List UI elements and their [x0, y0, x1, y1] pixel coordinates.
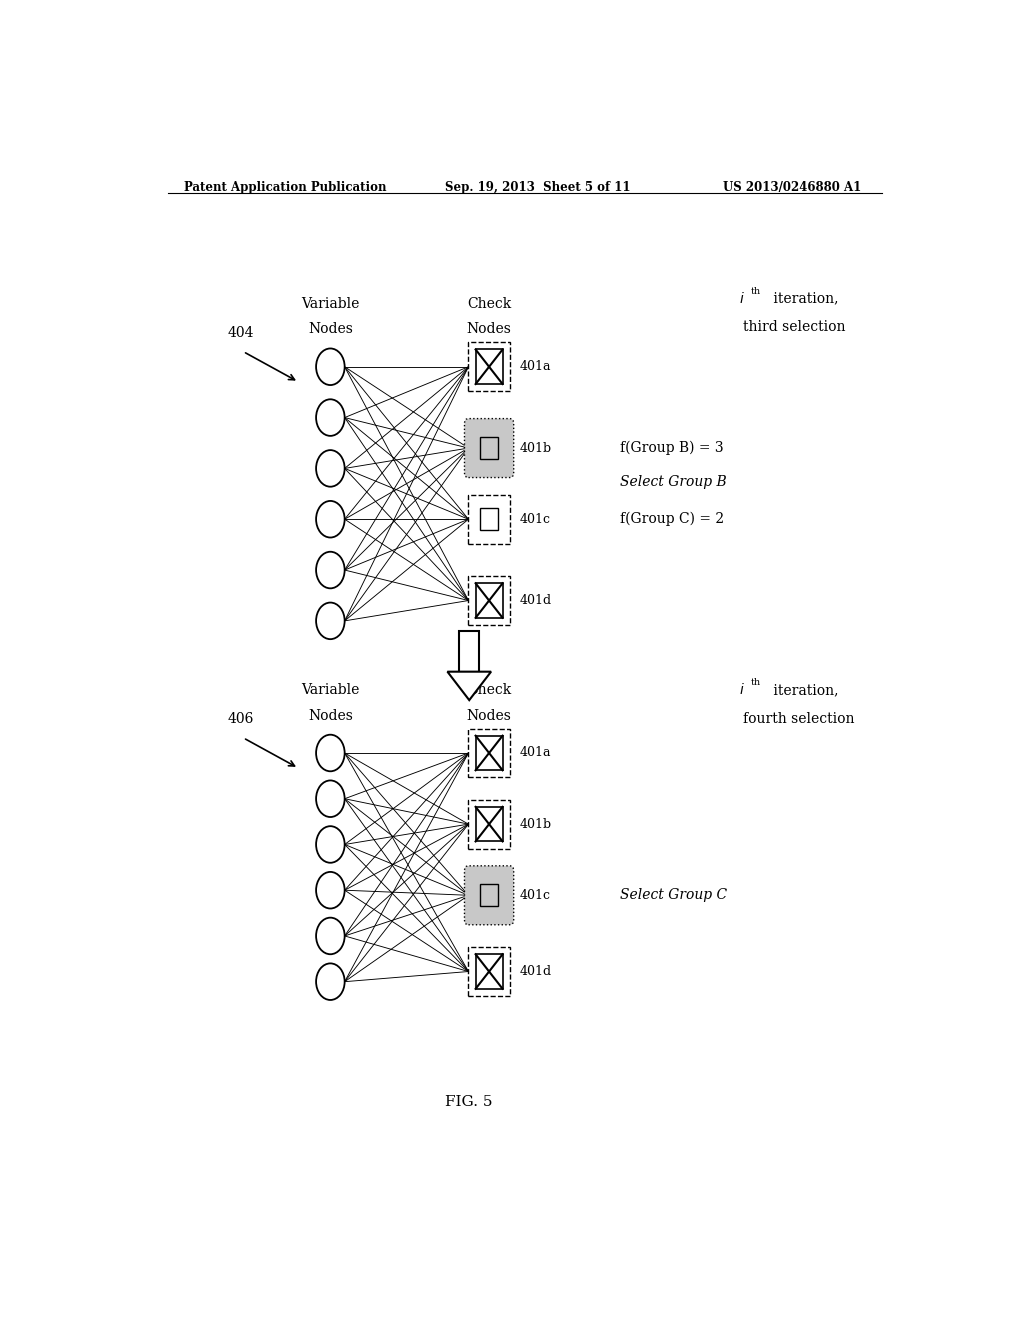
Text: f(Group C) = 2: f(Group C) = 2 [620, 512, 724, 527]
Bar [468, 576, 510, 624]
Text: 401d: 401d [519, 594, 551, 607]
Text: 406: 406 [227, 713, 254, 726]
Polygon shape [447, 672, 492, 700]
Bar [480, 437, 498, 459]
Text: 401c: 401c [519, 888, 550, 902]
Text: 401a: 401a [519, 360, 551, 374]
Bar [480, 884, 498, 907]
Bar [475, 807, 503, 841]
FancyBboxPatch shape [465, 418, 514, 478]
Text: 401c: 401c [519, 512, 550, 525]
Text: Variable: Variable [301, 682, 359, 697]
Text: third selection: third selection [743, 321, 846, 334]
Bar [468, 495, 510, 544]
Text: Nodes: Nodes [467, 709, 512, 722]
Bar [475, 735, 503, 771]
Bar [475, 954, 503, 989]
Text: 401b: 401b [519, 817, 551, 830]
Text: Check: Check [467, 297, 511, 312]
Text: th: th [751, 678, 761, 686]
Text: fourth selection: fourth selection [743, 711, 855, 726]
Bar [480, 508, 498, 531]
Text: Select Group C: Select Group C [620, 888, 727, 903]
Text: 401d: 401d [519, 965, 551, 978]
Text: Nodes: Nodes [308, 709, 353, 722]
Text: 401b: 401b [519, 442, 551, 454]
Text: Nodes: Nodes [467, 322, 512, 337]
Text: $i$: $i$ [739, 290, 744, 306]
Bar [468, 342, 510, 391]
Text: $i$: $i$ [739, 682, 744, 697]
Text: 401a: 401a [519, 747, 551, 759]
Bar [475, 350, 503, 384]
Text: Check: Check [467, 682, 511, 697]
Text: Nodes: Nodes [308, 322, 353, 337]
Text: f(Group B) = 3: f(Group B) = 3 [620, 441, 724, 455]
Text: iteration,: iteration, [769, 682, 839, 697]
Bar [460, 631, 479, 672]
Bar [475, 583, 503, 618]
Bar [468, 729, 510, 777]
Text: Select Group B: Select Group B [620, 475, 727, 488]
Text: US 2013/0246880 A1: US 2013/0246880 A1 [723, 181, 861, 194]
Text: FIG. 5: FIG. 5 [445, 1094, 493, 1109]
Text: Variable: Variable [301, 297, 359, 312]
Text: iteration,: iteration, [769, 292, 839, 306]
Text: Sep. 19, 2013  Sheet 5 of 11: Sep. 19, 2013 Sheet 5 of 11 [445, 181, 631, 194]
Bar [468, 948, 510, 995]
Text: th: th [751, 286, 761, 296]
FancyBboxPatch shape [465, 866, 514, 925]
Bar [468, 800, 510, 849]
Text: 404: 404 [227, 326, 254, 341]
Text: Patent Application Publication: Patent Application Publication [183, 181, 386, 194]
